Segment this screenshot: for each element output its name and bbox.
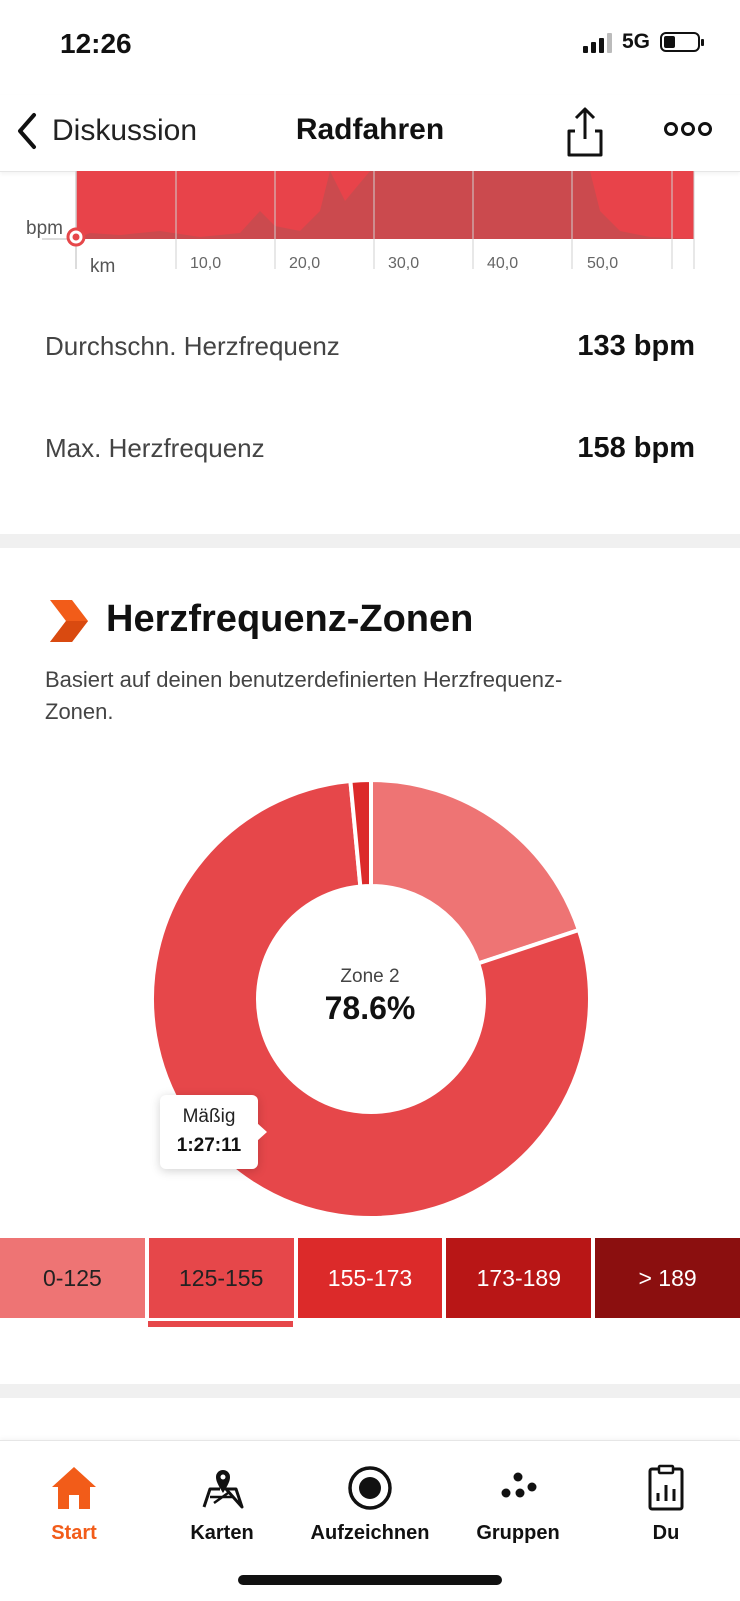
more-button[interactable] [664,117,712,141]
section-divider [0,1384,740,1398]
back-label: Diskussion [52,114,198,147]
tab-label: Aufzeichnen [310,1522,430,1544]
donut-slice-0-125[interactable] [369,777,582,966]
stat-row-max-hr: Max. Herzfrequenz 158 bpm [45,432,695,465]
zone-legend-bar: 0-125 125-155 155-173 173-189 > 189 [0,1238,740,1318]
status-time: 12:26 [60,28,132,59]
heart-rate-area-chart [42,171,695,269]
home-indicator [238,1575,502,1585]
zone-segment-2[interactable]: 125-155 [148,1238,294,1318]
hr-zones-donut-chart[interactable] [148,776,594,1222]
nav-header: Radfahren Diskussion [0,95,740,172]
stat-value: 158 bpm [577,432,695,464]
heart-rate-highlight-range [76,171,694,239]
tab-karten[interactable]: Karten [148,1451,296,1561]
x-tick-label: 50,0 [587,255,619,272]
donut-slice-155-173[interactable] [348,777,373,889]
battery-icon [660,32,704,52]
tab-label: Gruppen [476,1522,560,1544]
stat-row-avg-hr: Durchschn. Herzfrequenz 133 bpm [45,330,695,363]
stat-value: 133 bpm [577,330,695,362]
chevron-left-icon [18,113,36,149]
zone-segment-5[interactable]: > 189 [595,1238,740,1318]
zone-tooltip: Mäßig 1:27:11 [160,1095,267,1169]
bottom-tab-bar: Start Karten Aufzeichnen Gruppen [0,1440,740,1601]
back-button[interactable]: Diskussion [14,111,197,151]
section-divider [0,534,740,548]
selected-zone-indicator [148,1321,293,1327]
tooltip-zone-name: Mäßig [182,1106,236,1127]
network-label: 5G [621,30,650,53]
section-description: Basiert auf deinen benutzerdefinierten H… [45,667,563,724]
x-tick-label: 10,0 [190,255,222,272]
tab-label: Karten [190,1522,254,1544]
tooltip-zone-time: 1:27:11 [176,1135,242,1156]
share-icon [567,107,603,157]
zone-segment-3[interactable]: 155-173 [297,1238,443,1318]
section-title: Herzfrequenz-Zonen [106,598,474,640]
donut-center-value: 78.6% [324,990,416,1026]
donut-center-label: Zone 2 [340,966,400,987]
chevron-arrow-icon [50,600,88,642]
tab-start[interactable]: Start [0,1451,148,1561]
heart-rate-chart: bpm km 10,0 20,0 30,0 40,0 50,0 [0,171,740,281]
zone-segment-1[interactable]: 0-125 [0,1238,145,1318]
donut-slice-125-155[interactable] [150,778,592,1220]
x-unit-label: km [90,256,116,277]
signal-icon [582,31,612,53]
share-button[interactable] [565,105,605,159]
tab-gruppen[interactable]: Gruppen [444,1451,592,1561]
tab-du[interactable]: Du [592,1451,740,1561]
zone-segment-4[interactable]: 173-189 [446,1238,592,1318]
groups-icon [501,1472,537,1498]
x-tick-label: 40,0 [487,255,519,272]
tab-aufzeichnen[interactable]: Aufzeichnen [296,1451,444,1561]
status-indicators: 5G [582,30,704,54]
profile-clipboard-icon [648,1464,684,1511]
chart-cursor-center [72,233,80,241]
tab-label: Start [51,1522,97,1544]
x-tick-label: 20,0 [289,255,321,272]
more-dots-icon [664,122,712,136]
record-icon [348,1466,392,1510]
tab-label: Du [652,1522,680,1544]
home-icon [52,1467,96,1509]
x-tick-label: 30,0 [388,255,420,272]
map-icon [202,1470,244,1509]
y-unit-label: bpm [26,218,63,239]
stat-label: Max. Herzfrequenz [45,433,265,463]
stat-label: Durchschn. Herzfrequenz [45,331,340,361]
